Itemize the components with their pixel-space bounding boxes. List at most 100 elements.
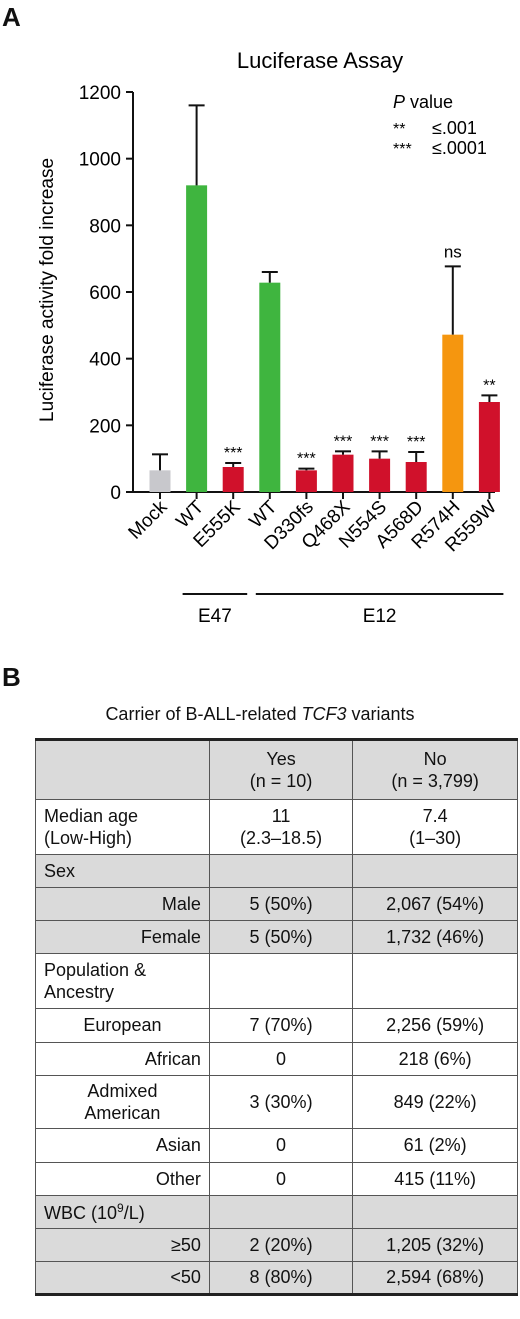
- wbc-ge50-label: ≥50: [35, 1228, 210, 1262]
- population-label-2: Ancestry: [44, 982, 115, 1002]
- panel-b-label: B: [2, 662, 21, 692]
- wbc-no-empty: [352, 1195, 518, 1229]
- wbc-label-pre: WBC (10: [44, 1202, 118, 1223]
- female-label: Female: [35, 920, 210, 954]
- male-yes: 5 (50%): [208, 887, 354, 921]
- y-tick-label: 1200: [79, 83, 121, 104]
- table-title: Carrier of B-ALL-related TCF3 variants: [0, 704, 520, 725]
- median-age-yes-1: 11: [271, 806, 291, 826]
- wbc-ge50-yes: 2 (20%): [208, 1228, 354, 1262]
- wbc-lt50-label: <50: [35, 1261, 210, 1295]
- median-age-no-1: 7.4: [422, 806, 448, 826]
- bar-n554s: [369, 458, 391, 492]
- population-no-empty: [352, 953, 518, 1009]
- admixed-label-2: American: [84, 1103, 161, 1123]
- median-age-no-2: (1–30): [409, 828, 462, 848]
- legend-symbol: ***: [393, 141, 412, 158]
- significance-label: ***: [297, 451, 316, 468]
- male-label: Male: [35, 887, 210, 921]
- header-no-n: (n = 3,799): [391, 771, 479, 791]
- sex-label: Sex: [35, 854, 210, 888]
- table-row-wbc-ge50: ≥50 2 (20%) 1,205 (32%): [35, 1228, 518, 1262]
- asian-no: 61 (2%): [352, 1128, 518, 1163]
- female-yes: 5 (50%): [208, 920, 354, 954]
- wbc-ge50-no: 1,205 (32%): [352, 1228, 518, 1262]
- table-title-suffix: variants: [346, 704, 415, 724]
- bar-r559w: [478, 402, 500, 492]
- other-no: 415 (11%): [352, 1162, 518, 1196]
- bar-q468x: [332, 454, 354, 492]
- table-title-gene: TCF3: [301, 704, 347, 724]
- carrier-table: Yes (n = 10) No (n = 3,799) Median age (Low…: [35, 738, 518, 1296]
- european-no: 2,256 (59%): [352, 1008, 518, 1043]
- table-row-african: African 0 218 (6%): [35, 1042, 518, 1076]
- legend-title: P value: [393, 92, 453, 112]
- sex-yes-empty: [208, 854, 354, 888]
- admixed-no: 849 (22%): [352, 1075, 518, 1129]
- male-no: 2,067 (54%): [352, 887, 518, 921]
- y-tick-label: 0: [110, 483, 121, 504]
- female-no: 1,732 (46%): [352, 920, 518, 954]
- sex-no-empty: [352, 854, 518, 888]
- median-age-label: Median age (Low-High): [35, 799, 210, 855]
- significance-label: ***: [407, 434, 426, 451]
- header-yes: Yes (n = 10): [208, 739, 354, 800]
- chart-title: Luciferase Assay: [237, 48, 403, 73]
- population-yes-empty: [208, 953, 354, 1009]
- legend-text: ≤.0001: [432, 138, 487, 158]
- median-age-no: 7.4 (1–30): [352, 799, 518, 855]
- asian-label: Asian: [35, 1128, 210, 1163]
- legend-title-rest: value: [405, 92, 453, 112]
- header-yes-n: (n = 10): [249, 771, 313, 791]
- african-yes: 0: [208, 1042, 354, 1076]
- group-label-e12: E12: [363, 606, 397, 627]
- bar-wt: [186, 185, 208, 493]
- significance-label: ***: [370, 433, 389, 450]
- header-yes-label: Yes: [266, 749, 296, 769]
- population-label-1: Population &: [44, 960, 147, 980]
- other-label: Other: [35, 1162, 210, 1196]
- european-yes: 7 (70%): [208, 1008, 354, 1043]
- asian-yes: 0: [208, 1128, 354, 1163]
- admixed-yes: 3 (30%): [208, 1075, 354, 1129]
- wbc-label-sup: 9: [117, 1200, 124, 1215]
- median-age-yes: 11 (2.3–18.5): [208, 799, 354, 855]
- wbc-lt50-no: 2,594 (68%): [352, 1261, 518, 1295]
- european-label: European: [35, 1008, 210, 1043]
- panel-a-label: A: [2, 2, 21, 32]
- african-label: African: [35, 1042, 210, 1076]
- wbc-label-post: /L): [123, 1202, 145, 1223]
- table-row-asian: Asian 0 61 (2%): [35, 1128, 518, 1163]
- table-row-admixed-american: Admixed American 3 (30%) 849 (22%): [35, 1075, 518, 1129]
- x-tick-label: Mock: [125, 496, 172, 543]
- african-no: 218 (6%): [352, 1042, 518, 1076]
- wbc-lt50-yes: 8 (80%): [208, 1261, 354, 1295]
- significance-label: ns: [444, 242, 462, 261]
- median-age-yes-2: (2.3–18.5): [240, 828, 323, 848]
- table-title-prefix: Carrier of B-ALL-related: [105, 704, 302, 724]
- admixed-label-1: Admixed: [87, 1081, 158, 1101]
- header-empty-cell: [35, 739, 210, 800]
- median-age-label-2: (Low-High): [44, 828, 133, 848]
- wbc-yes-empty: [208, 1195, 354, 1229]
- bar-mock: [149, 470, 171, 492]
- table-row-european: European 7 (70%) 2,256 (59%): [35, 1008, 518, 1043]
- admixed-label: Admixed American: [35, 1075, 210, 1129]
- y-tick-label: 800: [89, 216, 121, 237]
- table-row-other: Other 0 415 (11%): [35, 1162, 518, 1196]
- significance-label: ***: [334, 433, 353, 450]
- significance-label: **: [483, 377, 495, 394]
- bar-wt: [259, 282, 281, 492]
- y-tick-label: 1000: [79, 150, 121, 171]
- table-row-male: Male 5 (50%) 2,067 (54%): [35, 887, 518, 921]
- table-row-median-age: Median age (Low-High) 11 (2.3–18.5) 7.4 (1–…: [35, 799, 518, 855]
- y-tick-label: 400: [89, 350, 121, 371]
- table-row-female: Female 5 (50%) 1,732 (46%): [35, 920, 518, 954]
- bar-a568d: [405, 462, 427, 492]
- table-row-wbc: WBC (109/L): [35, 1195, 518, 1229]
- y-tick-label: 200: [89, 416, 121, 437]
- median-age-label-1: Median age: [44, 806, 139, 826]
- bar-e555k: [222, 467, 244, 492]
- table-row-population: Population & Ancestry: [35, 953, 518, 1009]
- table-row-sex: Sex: [35, 854, 518, 888]
